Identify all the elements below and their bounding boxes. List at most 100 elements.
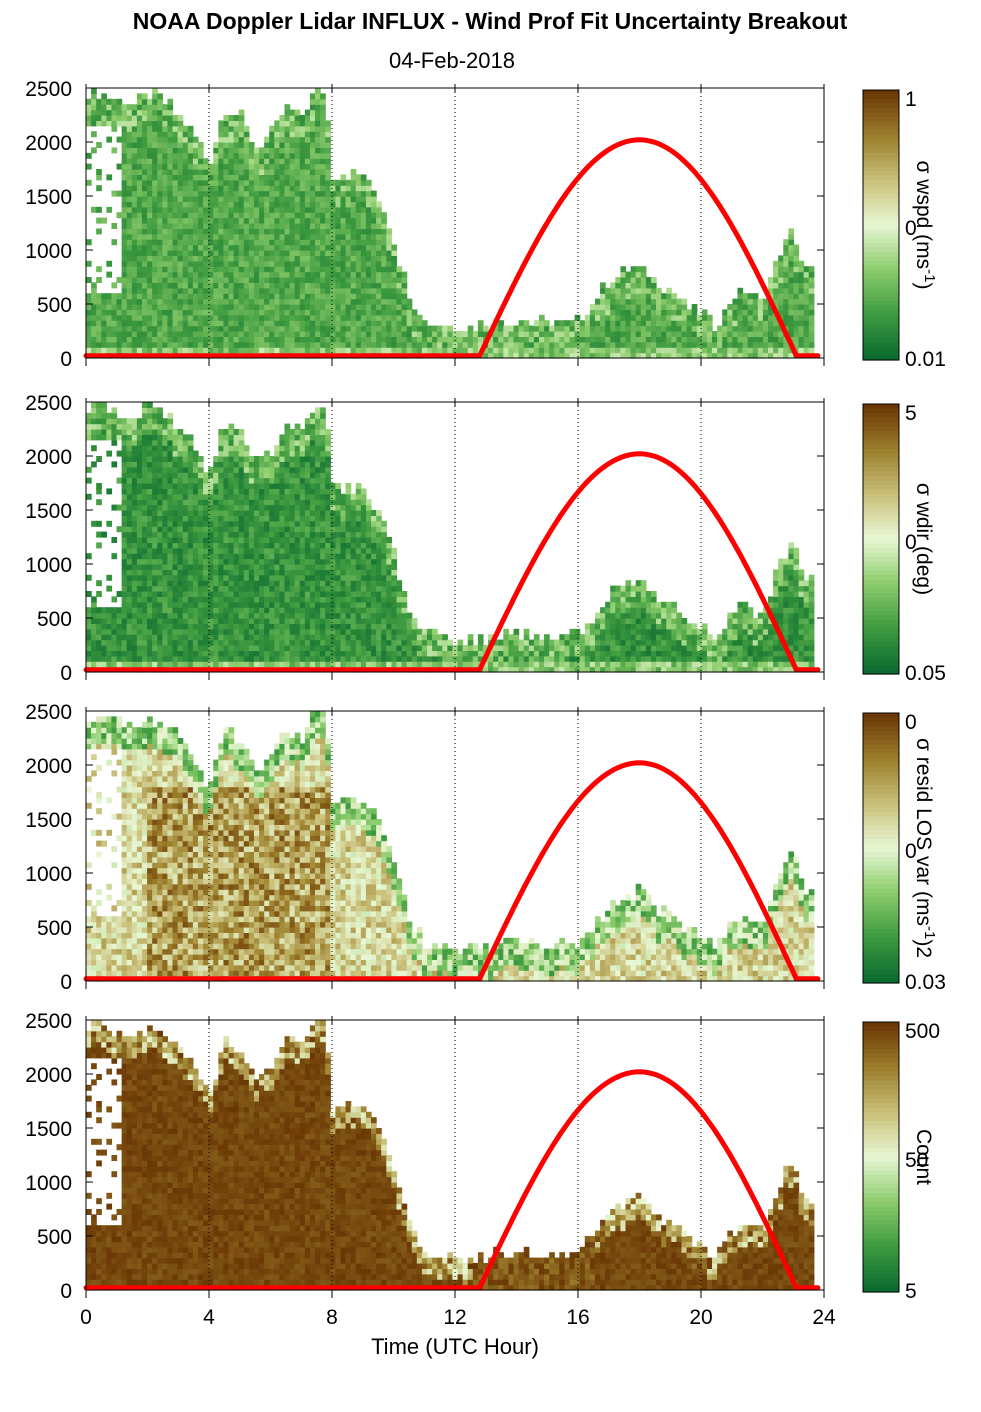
heatmap-cell [340,217,347,224]
heatmap-cell [147,271,153,278]
heatmap-cell [666,320,672,327]
heatmap-cell [304,314,311,321]
heatmap-cell [147,515,153,522]
heatmap-cell [167,131,174,138]
heatmap-cell [376,277,382,283]
heatmap-cell [131,418,138,425]
heatmap-cell [167,537,174,543]
heatmap-cell [325,277,331,283]
heatmap-cell [136,212,143,219]
heatmap-cell [233,493,240,500]
heatmap-cell [152,412,158,419]
heatmap-cell [325,125,331,132]
heatmap-cell [223,596,230,603]
heatmap-cell [676,341,683,348]
heatmap-cell [157,526,163,533]
heatmap-cell [391,298,398,305]
heatmap-cell [157,136,163,143]
heatmap-cell [325,266,331,273]
heatmap-cell [121,488,128,495]
heatmap-cell [671,298,677,305]
heatmap-cell [223,179,230,186]
heatmap-cell [91,445,97,452]
heatmap-cell [172,217,179,224]
heatmap-cell [472,331,479,337]
heatmap-cell [376,217,382,224]
heatmap-cell [197,515,204,522]
heatmap-cell [167,347,174,354]
heatmap-cell [218,628,225,635]
heatmap-cell [141,331,148,337]
heatmap-cell [803,314,810,321]
heatmap-cell [91,434,97,441]
heatmap-cell [253,206,260,213]
heatmap-cell [355,244,362,251]
heatmap-cell [218,564,225,570]
heatmap-cell [304,190,311,197]
heatmap-cell [554,331,560,337]
heatmap-cell [233,483,240,489]
heatmap-cell [187,131,194,138]
heatmap-cell [162,277,169,283]
heatmap-cell [121,574,128,581]
heatmap-cell [554,347,560,354]
heatmap-cell [416,341,423,348]
heatmap-cell [274,612,281,619]
heatmap-cell [355,223,362,229]
heatmap-cell [136,493,143,500]
heatmap-cell [253,628,260,635]
heatmap-cell [335,336,342,343]
heatmap-cell [432,341,438,348]
heatmap-cell [264,271,270,278]
heatmap-cell [203,618,209,624]
heatmap-cell [111,628,118,635]
heatmap-cell [243,125,250,132]
heatmap-cell [299,190,306,197]
heatmap-cell [264,239,270,246]
heatmap-cell [233,461,240,468]
heatmap-cell [284,125,291,132]
heatmap-cell [243,526,250,533]
heatmap-cell [228,169,235,175]
heatmap-cell [284,206,291,213]
heatmap-cell [335,185,342,192]
heatmap-cell [213,596,219,603]
heatmap-cell [686,325,693,332]
heatmap-cell [727,352,733,359]
heatmap-cell [284,596,291,603]
heatmap-cell [411,314,418,321]
colorbar-swatch [863,220,899,226]
heatmap-cell [136,418,143,425]
heatmap-cell [228,450,235,457]
heatmap-cell [162,244,169,251]
heatmap-cell [86,661,92,668]
heatmap-cell [559,331,566,337]
heatmap-cell [279,661,286,668]
heatmap-cell [233,504,240,511]
heatmap-cell [182,223,189,229]
heatmap-cell [304,142,311,148]
heatmap-cell [615,298,622,305]
heatmap-cell [315,196,321,202]
heatmap-cell [248,601,255,608]
heatmap-cell [91,418,97,425]
heatmap-cell [141,461,148,468]
heatmap-cell [177,298,184,305]
heatmap-cell [157,201,163,208]
heatmap-cell [284,336,291,343]
heatmap-cell [197,293,204,300]
heatmap-cell [121,639,128,646]
heatmap-cell [538,352,545,359]
heatmap-cell [396,309,403,316]
heatmap-cell [579,325,586,332]
heatmap-cell [778,341,784,348]
heatmap-cell [172,499,179,506]
heatmap-cell [325,271,331,278]
heatmap-cell [106,325,113,332]
heatmap-cell [523,347,530,354]
heatmap-cell [345,266,352,273]
heatmap-cell [223,142,230,148]
heatmap-cell [248,488,255,495]
heatmap-cell [208,341,214,348]
heatmap-cell [147,472,153,479]
